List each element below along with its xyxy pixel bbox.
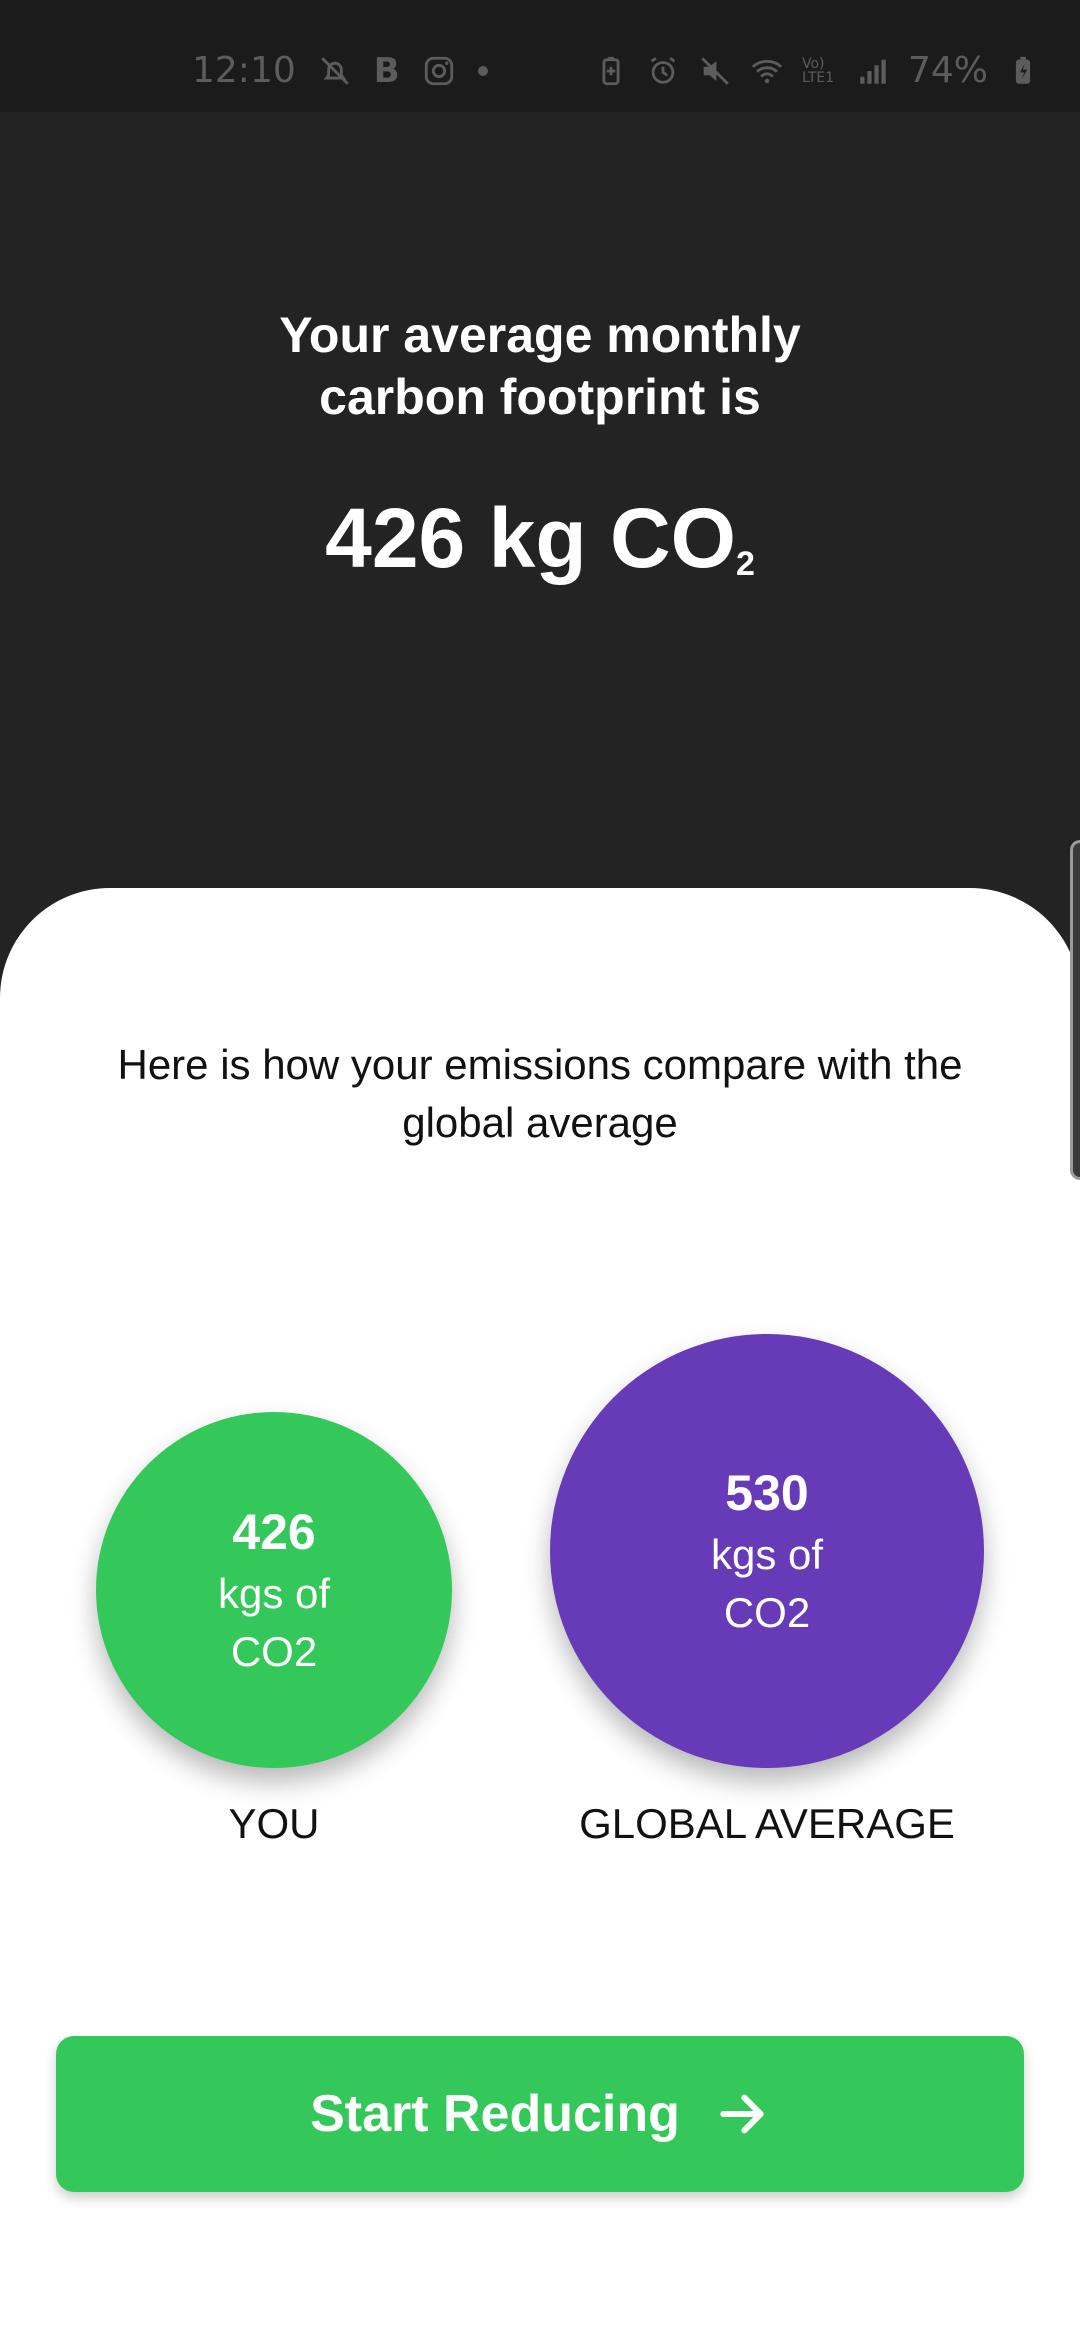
- global-unit-line2: CO2: [723, 1589, 811, 1636]
- comparison-text: Here is how your emissions compare with …: [117, 1041, 963, 1146]
- charging-battery-icon: [1006, 54, 1040, 88]
- dot-icon: [477, 65, 488, 76]
- start-reducing-label: Start Reducing: [310, 2085, 680, 2143]
- b-app-icon: B: [373, 50, 400, 91]
- alarm-icon: [646, 54, 680, 88]
- global-unit-line1: kgs of: [710, 1531, 824, 1578]
- volte-icon: Vo) LTE1: [801, 55, 835, 86]
- you-label: YOU: [228, 1800, 320, 1847]
- global-average-label: GLOBAL AVERAGE: [579, 1800, 955, 1847]
- battery-saver-icon: [594, 54, 628, 88]
- status-bar: 12:10 B Vo) LTE1: [0, 0, 1080, 112]
- footprint-value: 426 kg CO2: [0, 488, 1080, 614]
- global-value: 530: [725, 1465, 809, 1521]
- you-bubble: 426 kgs of CO2: [96, 1412, 452, 1768]
- footprint-value-subscript: 2: [735, 545, 755, 583]
- battery-percent: 74%: [907, 50, 988, 91]
- signal-icon: [856, 54, 890, 88]
- status-time: 12:10: [192, 50, 296, 91]
- status-bar-left: 12:10 B: [192, 50, 488, 91]
- no-notification-icon: [318, 54, 352, 88]
- scroll-handle[interactable]: [1070, 840, 1080, 1180]
- you-value: 426: [232, 1504, 316, 1560]
- start-reducing-button[interactable]: Start Reducing: [56, 2036, 1024, 2192]
- wifi-icon: [750, 54, 784, 88]
- footprint-value-text: 426 kg CO: [325, 491, 736, 585]
- status-bar-right: Vo) LTE1 74%: [594, 50, 1040, 91]
- arrow-right-icon: [714, 2086, 770, 2142]
- you-unit-line1: kgs of: [217, 1570, 331, 1617]
- global-average-bubble: 530 kgs of CO2: [550, 1334, 984, 1768]
- mute-icon: [698, 54, 732, 88]
- instagram-icon: [422, 54, 456, 88]
- you-unit-line2: CO2: [230, 1628, 318, 1675]
- hero-title: Your average monthly carbon footprint is: [279, 307, 801, 425]
